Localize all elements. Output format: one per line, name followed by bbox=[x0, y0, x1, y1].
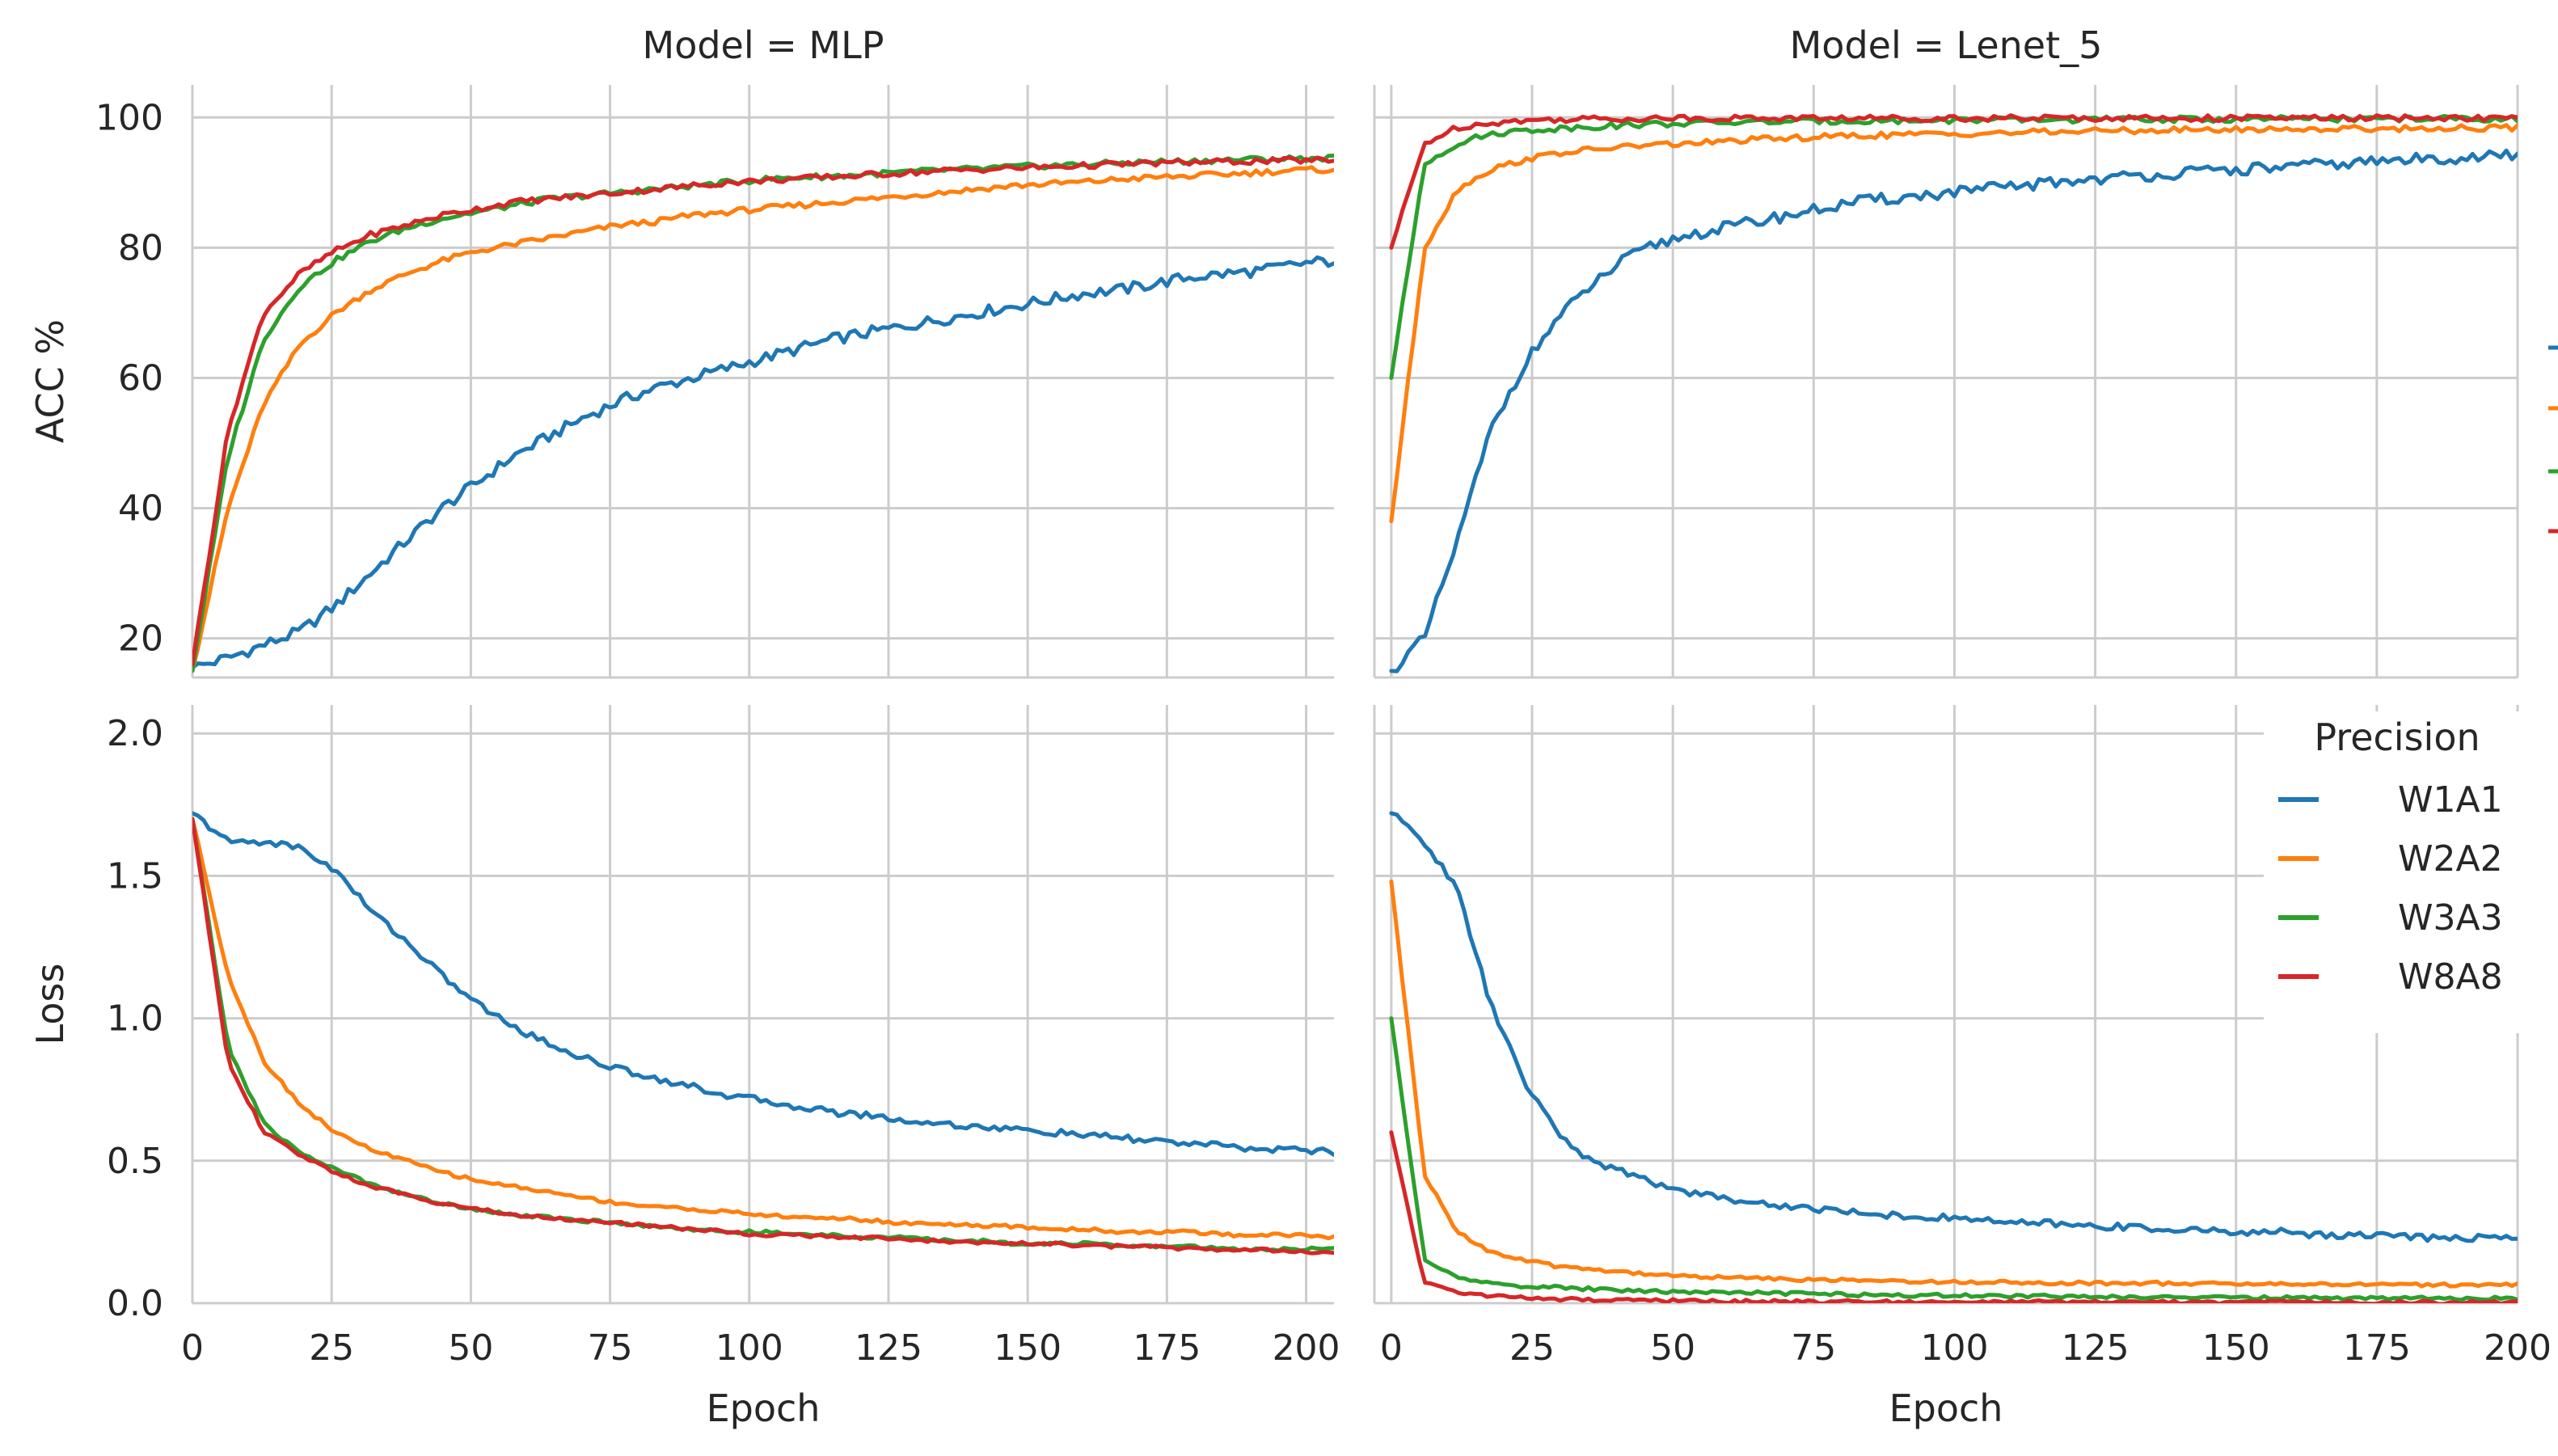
x-tick-label: 100 bbox=[1920, 1327, 1988, 1369]
series-line-w1a1 bbox=[192, 255, 1334, 670]
x-tick-label: 75 bbox=[588, 1327, 633, 1369]
panel-mlp-loss: 0.0 0.5 1.0 1.5 2.0 Loss 0 25 50 75 100 125 150 175 20… bbox=[28, 705, 1340, 1430]
x-axis-label: Epoch bbox=[1889, 1386, 2003, 1430]
x-axis-label: Epoch bbox=[707, 1386, 821, 1430]
series-line-w3a3 bbox=[192, 154, 1334, 673]
panel-lenet_5-acc: Model = Lenet_5 bbox=[1373, 23, 2519, 679]
y-tick-label: 2.0 bbox=[107, 713, 163, 754]
series-line-w8a8 bbox=[1389, 113, 2518, 250]
series-line-w1a1 bbox=[192, 811, 1334, 1157]
legend-label-w1a1: W1A1 bbox=[2398, 779, 2503, 821]
x-tick-label: 50 bbox=[1650, 1327, 1695, 1369]
series-line-w2a2 bbox=[192, 165, 1334, 673]
series-line-w3a3 bbox=[1389, 1016, 2518, 1302]
grid bbox=[1374, 85, 2519, 677]
x-tick-label: 75 bbox=[1791, 1327, 1836, 1369]
legend-label-w3a3: W3A3 bbox=[2398, 897, 2503, 939]
panel-mlp-acc: Model = MLP 20 40 60 80 100 ACC % bbox=[28, 23, 1334, 679]
legend-title: Precision bbox=[2314, 715, 2480, 759]
series-line-w8a8 bbox=[1389, 1130, 2518, 1303]
series-line-w1a1 bbox=[1389, 811, 2518, 1243]
x-tick-label: 200 bbox=[1273, 1327, 1340, 1369]
x-tick-label: 200 bbox=[2484, 1327, 2552, 1369]
x-tick-label: 25 bbox=[309, 1327, 354, 1369]
series-line-w8a8 bbox=[192, 817, 1334, 1256]
y-tick-label: 80 bbox=[118, 227, 163, 268]
panel-title: Model = Lenet_5 bbox=[1790, 23, 2103, 67]
x-tick-label: 175 bbox=[1133, 1327, 1201, 1369]
x-tick-label: 150 bbox=[994, 1327, 1062, 1369]
x-tick-label: 50 bbox=[448, 1327, 493, 1369]
legend-label-w2a2: W2A2 bbox=[2398, 838, 2503, 880]
panel-title: Model = MLP bbox=[643, 23, 884, 67]
x-tick-label: 0 bbox=[1380, 1327, 1403, 1369]
x-tick-label: 150 bbox=[2202, 1327, 2270, 1369]
series-line-w2a2 bbox=[1389, 880, 2518, 1289]
legend: Precision W1A1 W2A2 W3A3 W8A8 bbox=[2264, 711, 2519, 1033]
x-tick-label: 25 bbox=[1509, 1327, 1555, 1369]
x-tick-label: 175 bbox=[2343, 1327, 2411, 1369]
series-line-w2a2 bbox=[192, 817, 1334, 1241]
y-tick-label: 40 bbox=[118, 488, 163, 530]
x-tick-label: 125 bbox=[855, 1327, 922, 1369]
x-tick-label: 100 bbox=[715, 1327, 783, 1369]
y-tick-label: 1.5 bbox=[107, 855, 163, 897]
y-tick-label: 100 bbox=[95, 97, 163, 138]
y-tick-label: 60 bbox=[118, 357, 163, 399]
y-tick-label: 0.0 bbox=[107, 1283, 163, 1324]
x-tick-label: 125 bbox=[2062, 1327, 2130, 1369]
x-tick-label: 0 bbox=[181, 1327, 204, 1369]
series-line-w8a8 bbox=[192, 155, 1334, 667]
y-tick-label: 20 bbox=[118, 618, 163, 660]
y-tick-label: 1.0 bbox=[107, 998, 163, 1040]
legend-box bbox=[2264, 711, 2519, 1033]
legend-label-w8a8: W8A8 bbox=[2398, 956, 2503, 998]
series-line-w1a1 bbox=[1389, 148, 2518, 673]
y-tick-label: 0.5 bbox=[107, 1141, 163, 1182]
series-line-w3a3 bbox=[192, 817, 1334, 1253]
grid bbox=[191, 85, 1334, 677]
y-axis-label: Loss bbox=[28, 964, 72, 1045]
series-line-w2a2 bbox=[1389, 123, 2518, 524]
y-axis-label: ACC % bbox=[28, 319, 72, 443]
